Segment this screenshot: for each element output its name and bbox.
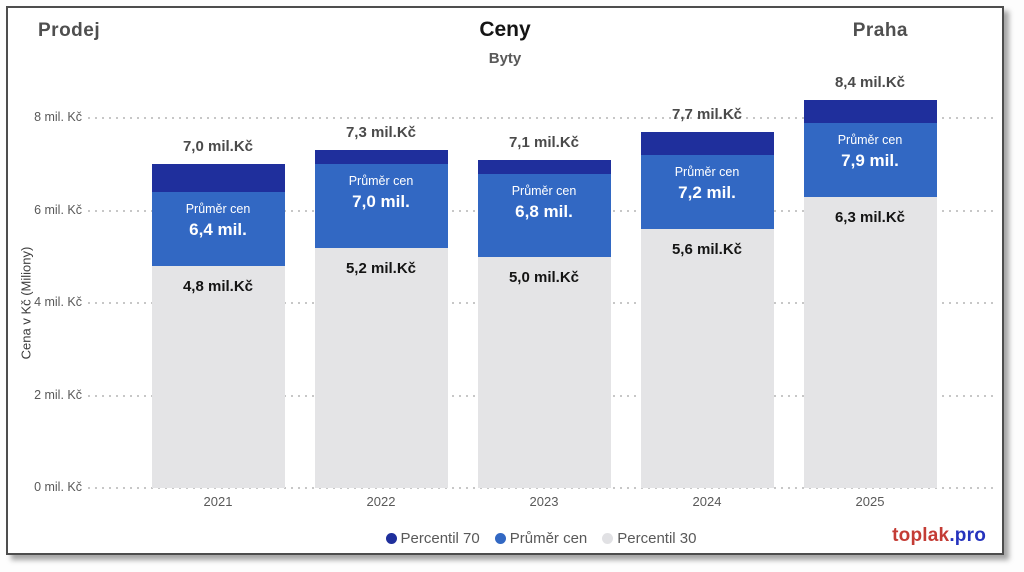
legend-label: Percentil 70 — [400, 530, 480, 547]
bar-p30-label: 6,3 mil.Kč — [834, 208, 906, 226]
legend-dot — [602, 533, 614, 544]
bar-average-label: 7,2 mil. — [678, 183, 736, 202]
x-tick-label: 2024 — [692, 494, 722, 509]
x-tick-label: 2023 — [529, 494, 559, 509]
header-left-label: Prodej — [38, 20, 101, 41]
bar-average-title: Průměr cen — [674, 165, 740, 179]
y-tick-label: 8 mil. Kč — [34, 110, 82, 124]
legend-item-percentil-30: Percentil 30 — [602, 530, 696, 547]
legend-dot — [494, 533, 506, 544]
bar-p30-label: 5,0 mil.Kč — [508, 268, 580, 286]
legend: Percentil 70 Průměr cen Percentil 30 — [88, 530, 994, 547]
segment-percentil-70 — [151, 164, 285, 192]
bar-average-title: Průměr cen — [348, 174, 414, 189]
legend-dot — [385, 533, 397, 544]
bar-2023: Průměr cen 6,8 mil. 5,0 mil.Kč — [477, 159, 611, 488]
segment-average: Průměr cen 7,9 mil. — [803, 122, 937, 197]
segment-percentil-70 — [640, 131, 774, 155]
segment-percentil-30: 5,6 mil.Kč — [640, 229, 774, 488]
brand-secondary: .pro — [949, 525, 986, 546]
chart-subtitle: Byty — [488, 50, 522, 67]
bar-total-label: 8,4 mil.Kč — [834, 73, 906, 91]
segment-percentil-30: 6,3 mil.Kč — [803, 196, 937, 488]
bar-2021: Průměr cen 6,4 mil. 4,8 mil.Kč — [151, 164, 285, 488]
legend-label: Percentil 30 — [617, 530, 697, 547]
legend-label: Průměr cen — [509, 530, 588, 547]
y-tick-label: 0 mil. Kč — [34, 480, 82, 494]
segment-percentil-70 — [477, 159, 611, 174]
segment-average: Průměr cen 6,4 mil. — [151, 192, 285, 266]
plot-area: 0 mil. Kč 2 mil. Kč 4 mil. Kč 6 mil. Kč 8 mi… — [8, 8, 1002, 553]
x-tick-label: 2025 — [855, 494, 885, 509]
legend-item-percentil-70: Percentil 70 — [385, 530, 480, 547]
gridline-0mil — [88, 487, 994, 489]
bar-p30-label: 4,8 mil.Kč — [182, 278, 254, 295]
legend-item-pr-m-r-cen: Průměr cen — [494, 530, 588, 547]
bar-average-label: 6,8 mil. — [515, 201, 573, 221]
segment-percentil-30: 5,0 mil.Kč — [477, 256, 611, 488]
segment-average: Průměr cen 7,2 mil. — [640, 155, 774, 229]
segment-percentil-70 — [314, 150, 448, 165]
y-tick-label: 4 mil. Kč — [34, 295, 82, 309]
bar-2025: Průměr cen 7,9 mil. 6,3 mil.Kč — [803, 99, 937, 488]
chart-title: Ceny — [479, 18, 531, 41]
bar-average-title: Průměr cen — [837, 132, 903, 147]
y-tick-label: 6 mil. Kč — [34, 202, 82, 217]
bar-total-label: 7,3 mil.Kč — [345, 124, 417, 142]
bar-average-title: Průměr cen — [511, 183, 577, 198]
bar-total-label: 7,7 mil.Kč — [671, 105, 743, 123]
segment-percentil-70 — [803, 99, 937, 123]
segment-average: Průměr cen 6,8 mil. — [477, 173, 611, 257]
bar-p30-label: 5,2 mil.Kč — [345, 259, 417, 277]
bar-p30-label: 5,6 mil.Kč — [671, 241, 743, 258]
segment-percentil-30: 4,8 mil.Kč — [151, 266, 285, 488]
bar-2022: Průměr cen 7,0 mil. 5,2 mil.Kč — [314, 150, 448, 488]
bar-total-label: 7,1 mil.Kč — [508, 133, 580, 151]
bar-average-label: 7,0 mil. — [352, 192, 410, 212]
segment-percentil-30: 5,2 mil.Kč — [314, 247, 448, 488]
bar-total-label: 7,0 mil.Kč — [182, 138, 254, 156]
chart-card: Prodej Ceny Byty Praha Cena v Kč (Milion… — [6, 6, 1004, 555]
brand-primary: toplak — [892, 525, 950, 546]
bar-average-title: Průměr cen — [185, 202, 251, 216]
x-tick-label: 2022 — [366, 494, 396, 509]
x-tick-label: 2021 — [203, 494, 233, 509]
gridline-8mil — [88, 117, 994, 119]
brand-logo: toplak.pro — [892, 525, 986, 547]
segment-average: Průměr cen 7,0 mil. — [314, 164, 448, 248]
header-right-label: Praha — [852, 20, 908, 41]
bar-2024: Průměr cen 7,2 mil. 5,6 mil.Kč — [640, 131, 774, 488]
bar-average-label: 7,9 mil. — [841, 150, 899, 170]
bar-average-label: 6,4 mil. — [189, 220, 247, 239]
y-tick-label: 2 mil. Kč — [34, 387, 82, 402]
